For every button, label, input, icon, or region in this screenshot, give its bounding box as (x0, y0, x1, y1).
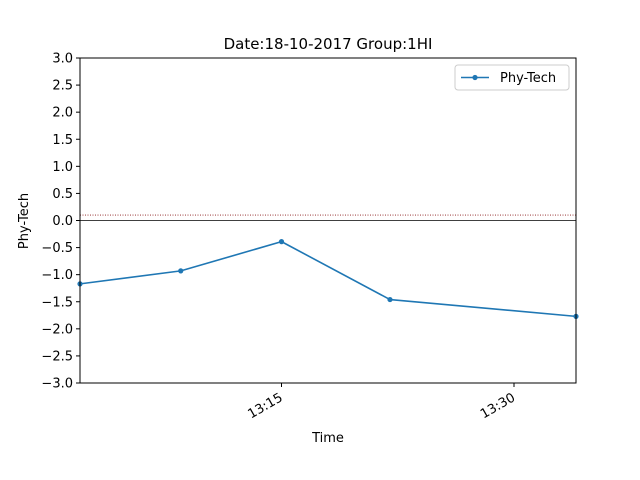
y-tick-label: −1.0 (41, 268, 73, 283)
data-point (278, 239, 285, 245)
y-tick-label: 1.5 (52, 133, 73, 148)
y-tick-label: −0.5 (41, 241, 73, 256)
y-tick-label: 3.0 (52, 52, 73, 67)
legend-label: Phy-Tech (500, 71, 556, 86)
y-tick-label: 2.5 (52, 79, 73, 94)
x-axis-label: Time (311, 431, 344, 446)
x-tick-label: 13:30 (478, 390, 518, 422)
legend-marker (472, 74, 478, 81)
series-line-0 (79, 240, 577, 318)
data-point (387, 296, 393, 303)
plot-area: 3.0 2.5 2.0 1.5 1.0 0.5 0.0 −0.5 −1.0 −1.5 −2.0 −2.… (41, 52, 579, 422)
y-tick-label: −1.5 (41, 295, 73, 310)
y-tick-label: −2.5 (41, 349, 73, 364)
data-point (178, 268, 184, 274)
y-tick-label: 2.0 (52, 106, 73, 121)
x-tick-label: 13:15 (246, 390, 286, 422)
y-tick-label: 0.0 (52, 214, 73, 229)
chart-title: Date:18-10-2017 Group:1HI (224, 35, 433, 53)
y-tick-label: 0.5 (52, 187, 73, 202)
y-tick-label: −3.0 (41, 377, 73, 392)
y-axis-label: Phy-Tech (17, 193, 32, 249)
legend-box (454, 64, 570, 91)
y-tick-label: −2.0 (41, 322, 73, 337)
y-tick-label: 1.0 (52, 160, 73, 175)
